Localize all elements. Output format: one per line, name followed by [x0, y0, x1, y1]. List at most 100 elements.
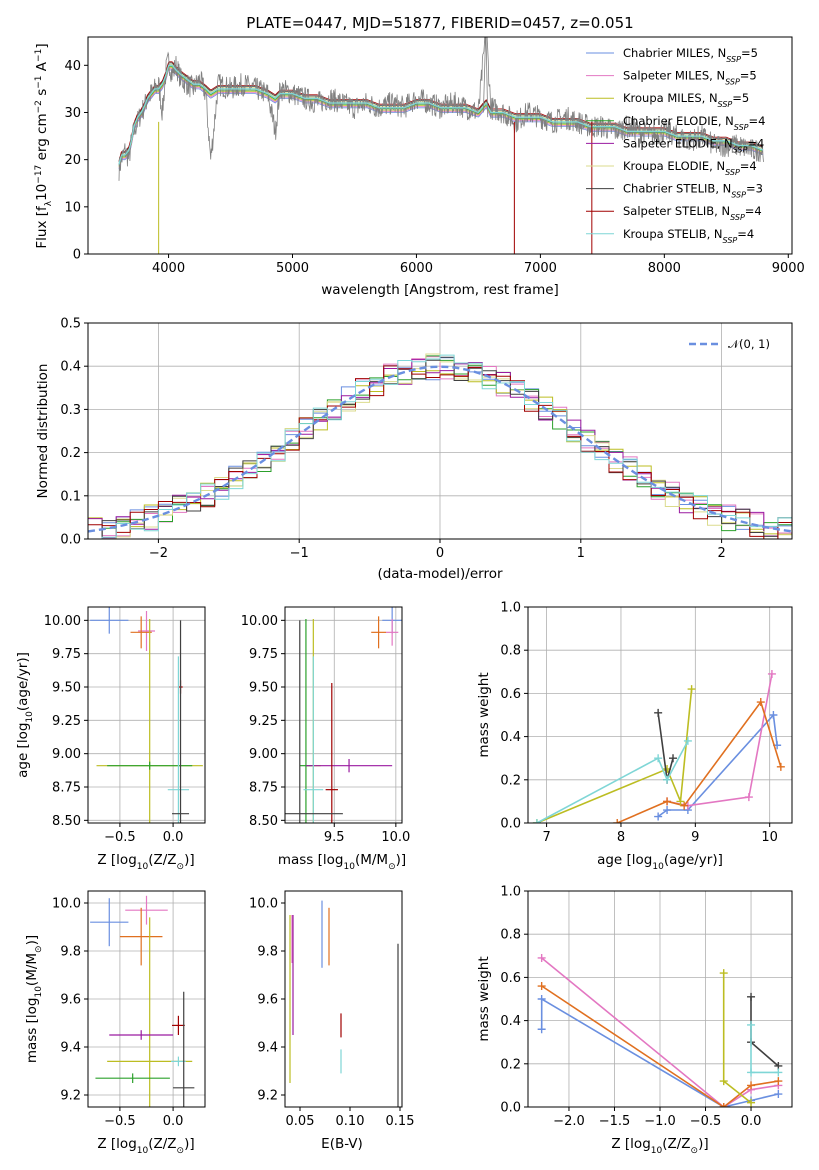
plus-marker — [683, 736, 692, 745]
res-frame — [87, 322, 793, 540]
legend-entry-part: SSP — [725, 77, 740, 86]
y-tick-label: 0 — [73, 248, 81, 263]
legend-entry-part: Chabrier ELODIE, N — [623, 114, 734, 128]
legend-entry: Salpeter STELIB, NSSP=4 — [623, 204, 762, 222]
y-axis-label-part: −1 — [34, 49, 44, 62]
legend-entry: Chabrier STELIB, NSSP=3 — [623, 182, 763, 200]
x-axis-label-part: 10 — [652, 862, 664, 872]
legend-entry: Kroupa ELODIE, NSSP=4 — [623, 159, 757, 177]
x-tick-label: 2 — [717, 546, 725, 561]
y-tick-label: 8.75 — [249, 781, 278, 796]
x-axis-label-part: (age/yr)] — [664, 852, 723, 868]
x-tick-label: 4000 — [152, 261, 185, 276]
x-tick-label: −1.5 — [599, 1114, 631, 1129]
x-axis-label-part: 10 — [343, 862, 355, 872]
y-tick-label: 0.4 — [60, 360, 81, 375]
x-axis-label-part: (Z/Z — [148, 1136, 176, 1152]
normal-curve — [88, 365, 792, 533]
mass-weight-line — [541, 985, 779, 1107]
y-tick-label: 0.6 — [500, 687, 521, 702]
x-tick-label: 5000 — [276, 261, 309, 276]
plus-marker — [663, 806, 672, 815]
plus-marker — [663, 797, 672, 806]
x-axis-label-part: (Z/Z — [662, 1136, 690, 1152]
legend-entry-part: Salpeter STELIB, N — [623, 204, 730, 218]
x-tick-label: −0.5 — [690, 1114, 722, 1129]
plus-marker — [747, 1020, 756, 1029]
y-axis-label-part: erg cm — [34, 113, 50, 164]
y-axis-label-part: (M/M — [24, 953, 40, 986]
legend-entry-part: SSP — [725, 168, 740, 177]
legend-entry-part: Chabrier STELIB, N — [623, 182, 731, 196]
legend-entry-part: Salpeter MILES, N — [623, 69, 725, 83]
x-tick-label: 8 — [617, 830, 625, 845]
y-tick-label: 9.6 — [60, 993, 81, 1008]
age_vs_mass-plot-area — [285, 607, 402, 823]
x-axis-label-part: )] — [184, 1136, 195, 1152]
legend-entry-part: =4 — [740, 159, 757, 173]
x-axis-label: age [log10(age/yr)] — [597, 852, 723, 872]
x-tick-label: 10.0 — [381, 830, 410, 845]
y-axis-label-part: s — [34, 89, 50, 100]
x-tick-label: −2.0 — [553, 1114, 585, 1129]
plus-marker — [676, 797, 685, 806]
legend-entry-part: SSP — [731, 190, 746, 199]
x-tick-label: 0.10 — [336, 1114, 365, 1129]
plus-marker — [537, 953, 546, 962]
y-axis-label-part: λ — [44, 200, 54, 206]
plus-marker — [687, 685, 696, 694]
x-tick-label: 10 — [761, 830, 778, 845]
legend-entry-part: =5 — [740, 69, 757, 83]
mass-weight-line — [541, 957, 779, 1107]
legend-entry: Salpeter MILES, NSSP=5 — [623, 69, 757, 87]
x-tick-label: −0.5 — [104, 830, 136, 845]
y-tick-label: 0.4 — [500, 730, 521, 745]
y-axis-label-part: )] — [24, 935, 40, 946]
y-tick-label: 10 — [64, 200, 81, 215]
y-axis-label: age [log10(age/yr)] — [15, 652, 35, 778]
x-tick-label: 6000 — [400, 261, 433, 276]
mass-weight-line — [540, 997, 779, 1107]
y-axis-label-part: (age/yr)] — [15, 652, 31, 711]
x-tick-label: 8000 — [648, 261, 681, 276]
y-tick-label: 9.4 — [60, 1041, 81, 1056]
y-axis-label-part: 10 — [25, 711, 35, 723]
legend-entry-part: Salpeter ELODIE, N — [623, 136, 733, 150]
y-axis-label-part: ] — [34, 43, 50, 48]
x-tick-label: −1.0 — [644, 1114, 676, 1129]
plus-marker — [744, 793, 753, 802]
y-tick-label: 9.25 — [52, 714, 81, 729]
x-axis-label-part: ⊙ — [388, 862, 396, 872]
x-axis-label-part: Z [log — [611, 1136, 650, 1152]
x-tick-label: 9 — [691, 830, 699, 845]
y-tick-label: 9.50 — [249, 681, 278, 696]
y-tick-label: 10.0 — [52, 897, 81, 912]
y-tick-label: 40 — [64, 59, 81, 74]
legend-entry-part: SSP — [730, 213, 745, 222]
plus-marker — [747, 1068, 756, 1077]
y-tick-label: 0.3 — [60, 403, 81, 418]
age_vs_Z-plot-area — [88, 607, 205, 823]
x-axis-label-part: Z [log — [97, 1136, 136, 1152]
y-tick-label: 20 — [64, 153, 81, 168]
mass_weight_vs_Z-frame — [527, 890, 793, 1108]
x-axis-label-part: )] — [396, 852, 407, 868]
x-axis-label: wavelength [Angstrom, rest frame] — [321, 282, 559, 298]
halpha-line — [482, 37, 489, 118]
spec-plot-area — [118, 37, 764, 254]
mass-weight-line — [536, 740, 689, 823]
y-tick-label: 0.8 — [500, 644, 521, 659]
y-tick-label: 0.5 — [60, 317, 81, 332]
model-spectrum-line — [118, 67, 764, 167]
y-axis-label: mass [log10(M/M⊙)] — [24, 935, 44, 1063]
legend-entry-part: =5 — [732, 91, 749, 105]
x-tick-label: 0.0 — [163, 830, 184, 845]
legend-entry-part: SSP — [723, 235, 738, 244]
y-tick-label: 9.75 — [249, 647, 278, 662]
legend-entry-part: =5 — [741, 46, 758, 60]
legend-entry: Kroupa MILES, NSSP=5 — [623, 91, 749, 109]
plus-marker — [537, 982, 546, 991]
y-axis-label-part: −1 — [34, 75, 44, 88]
y-tick-label: 9.6 — [257, 993, 278, 1008]
